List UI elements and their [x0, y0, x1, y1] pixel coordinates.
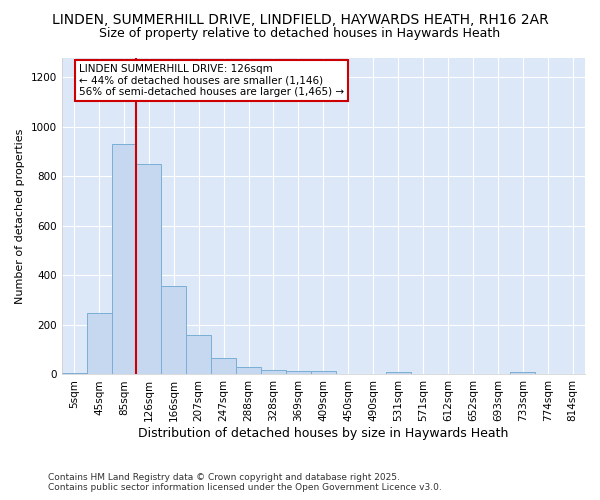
X-axis label: Distribution of detached houses by size in Haywards Heath: Distribution of detached houses by size …: [138, 427, 509, 440]
Bar: [510, 372, 535, 374]
Bar: [286, 372, 311, 374]
Bar: [386, 372, 410, 374]
Text: Contains HM Land Registry data © Crown copyright and database right 2025.
Contai: Contains HM Land Registry data © Crown c…: [48, 473, 442, 492]
Bar: [136, 164, 161, 374]
Bar: [211, 358, 236, 374]
Bar: [112, 144, 136, 374]
Bar: [62, 373, 86, 374]
Text: LINDEN, SUMMERHILL DRIVE, LINDFIELD, HAYWARDS HEATH, RH16 2AR: LINDEN, SUMMERHILL DRIVE, LINDFIELD, HAY…: [52, 12, 548, 26]
Bar: [86, 313, 112, 374]
Bar: [236, 367, 261, 374]
Text: LINDEN SUMMERHILL DRIVE: 126sqm
← 44% of detached houses are smaller (1,146)
56%: LINDEN SUMMERHILL DRIVE: 126sqm ← 44% of…: [79, 64, 344, 97]
Bar: [261, 370, 286, 374]
Bar: [311, 372, 336, 374]
Y-axis label: Number of detached properties: Number of detached properties: [15, 128, 25, 304]
Text: Size of property relative to detached houses in Haywards Heath: Size of property relative to detached ho…: [100, 28, 500, 40]
Bar: [161, 286, 186, 374]
Bar: [186, 336, 211, 374]
